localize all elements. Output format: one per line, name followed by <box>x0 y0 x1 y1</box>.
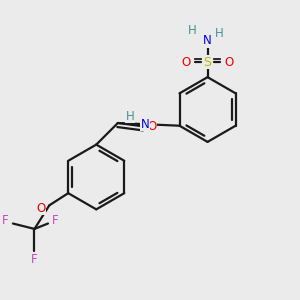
Text: O: O <box>181 56 190 69</box>
Text: S: S <box>204 56 212 69</box>
Text: F: F <box>2 214 9 227</box>
Text: O: O <box>224 56 234 69</box>
Text: H: H <box>125 110 134 123</box>
Text: F: F <box>31 253 38 266</box>
Text: O: O <box>147 120 156 133</box>
Text: H: H <box>215 28 224 40</box>
Text: N: N <box>203 34 212 47</box>
Text: F: F <box>52 214 59 227</box>
Text: H: H <box>188 24 197 37</box>
Text: O: O <box>37 202 46 214</box>
Text: N: N <box>141 118 150 131</box>
